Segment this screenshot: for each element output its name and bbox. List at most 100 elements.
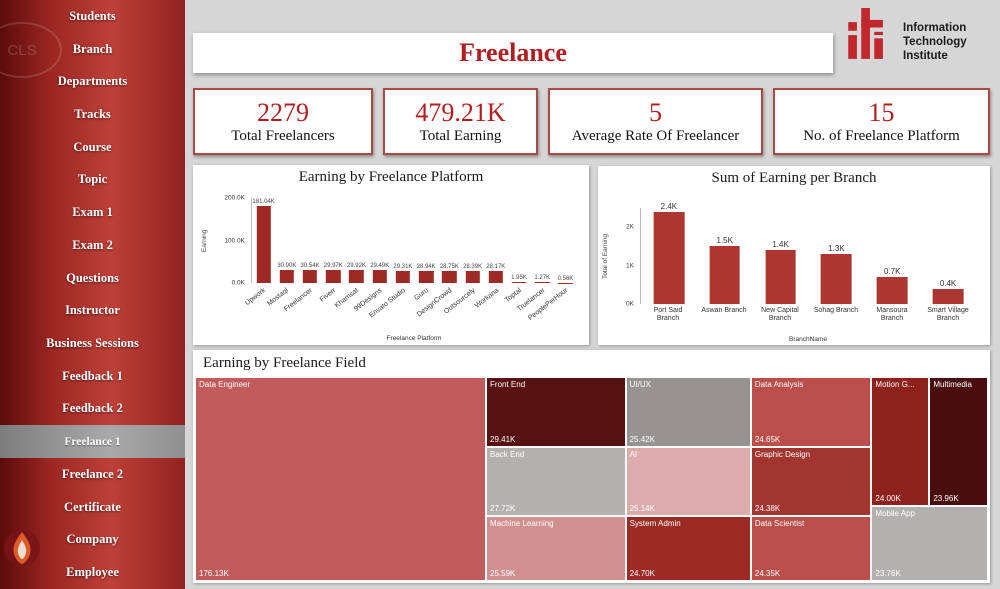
bar-slot: 1.3K — [808, 208, 864, 304]
y-axis-tick: 200.0K — [224, 194, 245, 202]
treemap-cell-system-admin[interactable]: System Admin 24.70K — [625, 516, 751, 581]
treemap-cell-data-engineer[interactable]: Data Engineer 176.13K — [195, 377, 487, 581]
sidebar-item-exam-2[interactable]: Exam 2 — [0, 229, 185, 262]
treemap-cell-value: 27.72K — [490, 504, 516, 514]
y-axis-tick: 0.0K — [231, 279, 245, 287]
sidebar-item-freelance-1[interactable]: Freelance 1 — [0, 425, 185, 459]
bar-new-capital-branch[interactable] — [765, 250, 796, 304]
page-title: Freelance — [459, 38, 567, 67]
kpi-value: 479.21K — [415, 98, 506, 128]
sidebar-item-label: Employee — [66, 565, 119, 580]
sidebar-item-employee[interactable]: Employee — [0, 556, 185, 589]
chart-title: Earning by Freelance Field — [203, 355, 366, 371]
bar-toptal[interactable] — [511, 282, 527, 283]
x-axis-labels: Upwork Mostaql Freelancer Fiverr Khamsat 99De… — [244, 284, 577, 326]
kpi-card-total-freelancers: 2279 Total Freelancers — [193, 88, 373, 155]
treemap-cell-value: 25.14K — [629, 504, 655, 514]
bar-99designs[interactable] — [372, 270, 387, 283]
bar-outsourcely[interactable] — [465, 270, 480, 283]
treemap-cell-back-end[interactable]: Back End 27.72K — [486, 446, 626, 517]
x-axis-title: Freelance Platform — [386, 335, 442, 342]
sidebar-item-tracks[interactable]: Tracks — [0, 98, 185, 131]
treemap-cell-name: Machine Learning — [490, 519, 554, 529]
iti-logo-line: Technology — [903, 35, 967, 48]
kpi-card-total-earning: 479.21K Total Earning — [383, 88, 538, 155]
bar-fiverr[interactable] — [326, 270, 341, 283]
bar-workana[interactable] — [488, 271, 503, 283]
sidebar-item-label: Feedback 1 — [62, 368, 123, 383]
watermark-logo-top: CLS — [0, 22, 62, 78]
iti-logo-line: Institute — [903, 49, 948, 62]
treemap-cell-name: Front End — [490, 380, 526, 389]
bar-truelancer[interactable] — [535, 282, 550, 283]
bar-port-said-branch[interactable] — [653, 211, 685, 304]
sidebar-item-company[interactable]: Company — [0, 524, 185, 557]
sidebar-item-freelance-2[interactable]: Freelance 2 — [0, 458, 185, 491]
bar-guru[interactable] — [418, 270, 434, 283]
treemap-cell-front-end[interactable]: Front End 29.41K — [486, 377, 626, 447]
sidebar-item-label: Questions — [66, 270, 119, 285]
bar-smart-village-branch[interactable] — [932, 288, 964, 304]
sidebar-item-feedback-2[interactable]: Feedback 2 — [0, 393, 185, 426]
sidebar-item-questions[interactable]: Questions — [0, 262, 185, 295]
y-axis-title: Total of Earning — [602, 233, 609, 279]
bar-slot: 28.17K — [484, 198, 507, 283]
sidebar-item-label: Departments — [57, 74, 128, 89]
y-axis-tick: 2K — [626, 223, 634, 231]
bar-aswan-branch[interactable] — [709, 246, 741, 304]
sidebar-item-feedback-1[interactable]: Feedback 1 — [0, 360, 185, 393]
sidebar-item-topic[interactable]: Topic — [0, 164, 185, 197]
sidebar-item-students[interactable]: Students — [0, 0, 185, 33]
sidebar-item-label: Exam 1 — [72, 205, 113, 220]
treemap-cell-value: 29.41K — [490, 434, 516, 444]
bar-upwork[interactable] — [256, 206, 271, 283]
treemap-cell-value: 24.65K — [754, 434, 781, 444]
bar-slot: 29.49K — [368, 198, 391, 283]
sidebar-item-instructor[interactable]: Instructor — [0, 294, 185, 327]
bar-slot: 1.4K — [753, 208, 809, 304]
treemap-cell-data-analysis[interactable]: Data Analysis 24.65K — [750, 377, 872, 447]
bar-slot: 2.4K — [641, 202, 697, 304]
bar-khamsat[interactable] — [349, 270, 364, 283]
bar-sohag-branch[interactable] — [821, 254, 852, 304]
x-axis-label: Port Said Branch — [653, 307, 683, 323]
y-axis-tick: 1K — [626, 262, 634, 270]
bar-designcrowd[interactable] — [442, 270, 457, 283]
sidebar-item-business-sessions[interactable]: Business Sessions — [0, 327, 185, 360]
treemap-cell-graphic-design[interactable]: Graphic Design 24.38K — [750, 446, 872, 517]
bar-freelancer[interactable] — [302, 270, 318, 283]
bar-slot: 0.7K — [864, 208, 920, 304]
treemap-cell-ai[interactable]: AI 25.14K — [625, 446, 751, 517]
treemap-cell-ui-ux[interactable]: UI/UX 25.42K — [625, 377, 751, 447]
treemap-cell-mobile-app[interactable]: Mobile App 23.76K — [871, 506, 988, 581]
bar-value-label: 0.4K — [939, 278, 957, 288]
bar-slot: 1.95K — [507, 198, 530, 283]
bar-value-label: 1.27K — [534, 275, 551, 282]
sidebar-item-course[interactable]: Course — [0, 131, 185, 164]
treemap-cell-name: System Admin — [629, 519, 681, 529]
treemap-cell-machine-learning[interactable]: Machine Learning 25.59K — [486, 516, 626, 581]
bar-mostaql[interactable] — [279, 269, 295, 283]
iti-logo: Information Technology Institute — [845, 8, 967, 63]
bar-value-label: 29.31K — [393, 263, 413, 270]
bar-value-label: 28.17K — [486, 264, 506, 271]
treemap-cell-multimedia[interactable]: Multimedia 23.96K — [929, 377, 988, 507]
sidebar-item-label: Freelance 2 — [61, 466, 124, 481]
bar-value-label: 2.4K — [660, 201, 678, 211]
sidebar-item-label: Branch — [72, 41, 113, 56]
sidebar-item-departments[interactable]: Departments — [0, 65, 185, 98]
sidebar-item-certificate[interactable]: Certificate — [0, 491, 185, 524]
bar-value-label: 1.5K — [716, 236, 733, 246]
treemap-area: Data Engineer 176.13K Front End 29.41K Back … — [195, 377, 988, 581]
kpi-label: Total Earning — [419, 128, 502, 145]
bar-mansoura-branch[interactable] — [876, 277, 908, 304]
x-axis-label: Workana — [473, 287, 500, 310]
iti-logo-line: Information — [903, 22, 967, 34]
sidebar-item-exam-1[interactable]: Exam 1 — [0, 196, 185, 229]
sidebar-item-branch[interactable]: Branch — [0, 33, 185, 66]
treemap-cell-data-scientist[interactable]: Data Scientist 24.35K — [750, 516, 872, 581]
sidebar-item-label: Students — [69, 8, 116, 23]
kpi-label: No. of Freelance Platform — [803, 128, 960, 145]
bar-envato-studio[interactable] — [395, 270, 411, 283]
treemap-cell-motion-g[interactable]: Motion G... 24.00K — [871, 377, 930, 507]
